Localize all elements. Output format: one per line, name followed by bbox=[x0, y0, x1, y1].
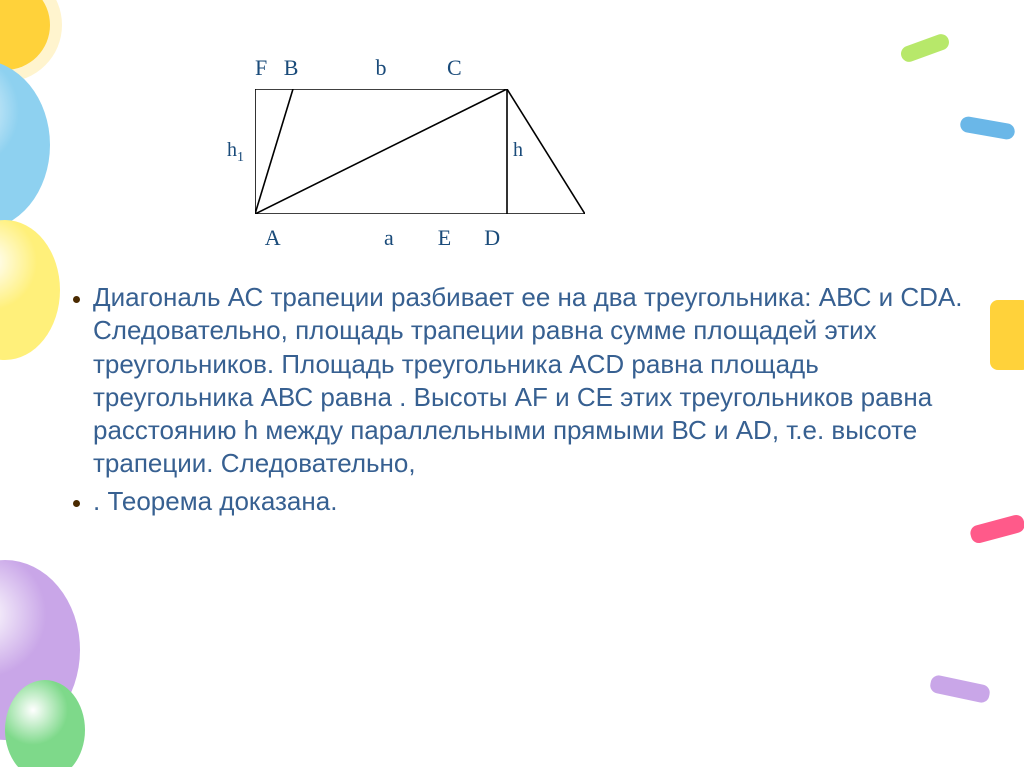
paragraph-conclusion: . Теорема доказана. bbox=[93, 485, 965, 518]
slide-content: F B b C h1 h A a E D Диагональ АС трапец… bbox=[65, 55, 965, 522]
label-a: a bbox=[384, 225, 394, 250]
paragraph-main: Диагональ АС трапеции разбивает ее на дв… bbox=[93, 281, 965, 481]
label-h: h bbox=[513, 139, 523, 162]
label-h1: h1 bbox=[227, 139, 244, 166]
label-E: E bbox=[438, 225, 451, 250]
diagram-figure: h1 h bbox=[255, 89, 1024, 219]
label-D: D bbox=[484, 225, 500, 250]
label-C: C bbox=[447, 55, 462, 80]
label-A: A bbox=[265, 225, 280, 250]
body-text: Диагональ АС трапеции разбивает ее на дв… bbox=[65, 281, 965, 518]
diagram-container: F B b C h1 h A a E D bbox=[255, 55, 1024, 251]
trapezoid-svg bbox=[255, 89, 585, 214]
diagram-top-labels: F B b C bbox=[255, 55, 1024, 81]
label-B: B bbox=[284, 55, 299, 80]
label-b: b bbox=[375, 55, 386, 80]
label-F: F bbox=[255, 55, 267, 80]
diagram-bottom-labels: A a E D bbox=[255, 225, 1024, 251]
